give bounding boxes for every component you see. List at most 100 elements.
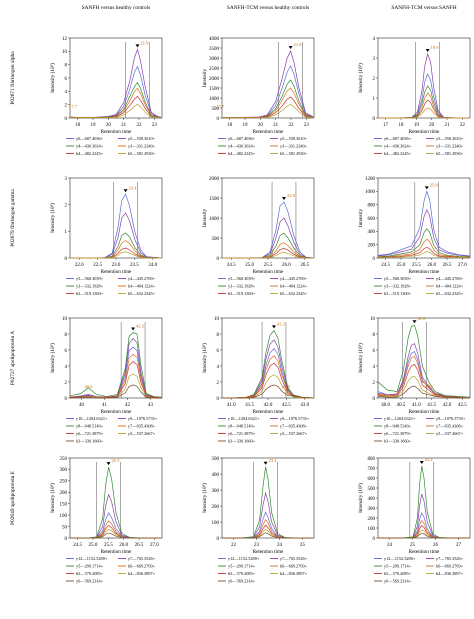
x-tick-label: 20: [429, 123, 435, 128]
y-tick-label: 0: [65, 117, 68, 122]
x-tick-label: 27: [456, 543, 462, 548]
y-tick-label: 2: [373, 77, 376, 82]
plot-frame: [221, 457, 315, 539]
y-tick-label: 150: [60, 503, 68, 508]
legend-label: b6—669.2769+: [128, 564, 156, 569]
series-line: [222, 524, 314, 539]
y-tick-label: 400: [368, 230, 376, 235]
y-tick-label: 8: [65, 333, 68, 338]
x-axis-label: Retention time: [409, 269, 440, 275]
y-tick-label: 0: [373, 397, 376, 402]
series-line: [377, 363, 471, 399]
series-line: [378, 99, 470, 119]
peak-label: 21.9: [294, 42, 303, 47]
y-tick-label: 3: [65, 177, 68, 182]
series-line: [69, 332, 163, 398]
x-tick-label: 25: [300, 543, 306, 548]
x-tick-label: 20: [106, 123, 112, 128]
y-tick-label: 2: [217, 381, 220, 386]
y-tick-label: 10: [62, 317, 68, 322]
y-axis-label: Intensity (10³): [49, 483, 56, 513]
x-tick-label: 24.5: [227, 263, 236, 268]
legend-label: y12—1152.5280+: [384, 556, 416, 561]
peak-marker: [272, 325, 276, 329]
y-tick-label: 3: [373, 57, 376, 62]
series-line: [69, 373, 162, 399]
y-axis-label: Intensity (10³): [49, 63, 56, 93]
legend-label: y7—765.3526+: [436, 556, 464, 561]
series-line: [378, 85, 470, 119]
series-line: [222, 362, 314, 399]
legend-label: y5—558.3610+: [280, 136, 308, 141]
x-tick-label: 21: [445, 123, 451, 128]
x-tick-label: 23.5: [130, 263, 139, 268]
series-line: [222, 355, 314, 399]
chart-r1-c3: 0 1 2 3 4 17 18 19 20 21 22 Retention time Intensity…: [357, 37, 471, 156]
legend-label: y10—1204.6321+: [228, 416, 260, 421]
y-axis-label: Intensity (10³): [49, 343, 56, 373]
x-tick-label: 41.0: [227, 403, 236, 408]
y-tick-label: 800: [368, 457, 376, 462]
y-tick-label: 8: [65, 63, 68, 68]
legend-label: y6—721.3879+: [228, 431, 256, 436]
series-line: [222, 103, 315, 119]
row-title-1: P02671 fibrinogen alpha: [9, 51, 16, 105]
chart-r3-c3: 0 2 4 6 8 10 40.0 40.5 41.0 41.5 42.0 42.5 Retention…: [357, 316, 471, 444]
y-tick-label: 500: [368, 487, 376, 492]
series-line: [222, 511, 314, 539]
legend-label: y6—569.2314+: [384, 579, 412, 584]
chart-r4-c1: 0 50 100 150 200 250 300 350 24.5 25.0 25.5 26.0 26.…: [49, 457, 163, 584]
y-tick-label: 0: [373, 257, 376, 262]
x-tick-label: 22.0: [75, 263, 84, 268]
legend-label: y8—948.5149+: [76, 424, 104, 429]
x-tick-label: 24: [387, 543, 393, 548]
legend-label: y3—331.2340+: [436, 144, 464, 149]
y-tick-label: 10: [214, 317, 220, 322]
chart-r3-c1: 0 2 4 6 8 10 40 41 42 43 Retention time Intensity (…: [49, 317, 163, 444]
x-tick-label: 26: [433, 543, 439, 548]
series-line: [69, 384, 162, 399]
y-axis-label: Intensity (10³): [357, 483, 364, 513]
legend-label: y3—331.2340+: [280, 144, 308, 149]
x-tick-label: 26.5: [135, 543, 144, 548]
legend-label: y6—687.4036+: [76, 136, 104, 141]
minor-peak-label: 17.7: [69, 104, 78, 109]
series-line: [70, 512, 162, 539]
legend-label: y5—299.1714+: [228, 564, 256, 569]
chart-r2-c1: 0 1 2 3 22.0 22.5 23.0 23.5 24.0 Retention time In…: [49, 177, 163, 296]
x-tick-label: 26.0: [427, 263, 436, 268]
legend-label: y5—537.2667+: [128, 431, 156, 436]
x-tick-label: 42.0: [443, 403, 452, 408]
y-tick-label: 4: [65, 365, 68, 370]
y-tick-label: 500: [212, 237, 220, 242]
y-tick-label: 0: [217, 117, 220, 122]
minor-peak-label: 40.6: [84, 384, 93, 389]
x-tick-label: 22.5: [93, 263, 102, 268]
y-tick-label: 600: [368, 477, 376, 482]
legend-label: y9—1076.5735+: [280, 416, 310, 421]
legend-label: b5—632.2345+: [280, 291, 308, 296]
x-tick-label: 26.0: [282, 263, 291, 268]
legend-label: y5—560.3039+: [384, 276, 412, 281]
legend-label: b3—330.1660+: [76, 439, 104, 444]
y-tick-label: 2500: [209, 67, 220, 72]
x-tick-label: 22: [231, 543, 237, 548]
y-tick-label: 2: [373, 381, 376, 386]
peak-label: 23.4: [129, 185, 138, 190]
peak-marker: [412, 320, 417, 324]
legend-label: b6—669.2769+: [436, 564, 464, 569]
y-tick-label: 2000: [209, 177, 220, 182]
x-tick-label: 26.5: [300, 263, 309, 268]
x-tick-label: 25.5: [412, 263, 421, 268]
legend-label: y3—331.2340+: [128, 144, 156, 149]
y-tick-label: 6: [65, 349, 68, 354]
y-tick-label: 0: [217, 257, 220, 262]
legend-label: y5—537.2667+: [436, 431, 464, 436]
x-tick-label: 43: [148, 403, 154, 408]
peak-label: 25.4: [425, 457, 434, 462]
chart-r4-c3: 0 100 200 300 400 500 600 700 800 24 25 26 27 Retenti…: [357, 457, 471, 584]
x-axis-label: Retention time: [253, 129, 284, 135]
y-tick-label: 3000: [209, 57, 220, 62]
y-axis-label: Intensity (10³): [201, 483, 208, 513]
